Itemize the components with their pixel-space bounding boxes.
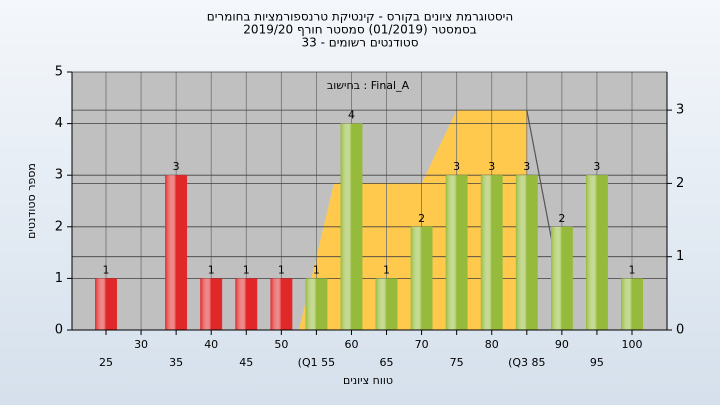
value-label: 3: [173, 160, 180, 173]
bar: [621, 278, 643, 330]
y-tick-label: 2: [55, 219, 63, 234]
value-label: 1: [278, 263, 285, 276]
x-tick-label: 25: [99, 356, 113, 369]
y2-tick-label: 0: [676, 323, 684, 338]
bar: [515, 175, 538, 330]
value-label: 1: [629, 263, 636, 276]
bar: [200, 278, 223, 330]
x-tick-label: 95: [590, 356, 604, 369]
x-tick-label: 35: [169, 356, 183, 369]
x-tick-label: 75: [450, 356, 464, 369]
value-label: 3: [488, 160, 495, 173]
bar: [270, 278, 293, 330]
value-label: 3: [453, 160, 460, 173]
bar: [375, 278, 398, 330]
y2-tick-label: 3: [676, 103, 684, 118]
bar: [480, 175, 503, 330]
y-tick-label: 4: [55, 116, 63, 131]
value-label: 1: [208, 263, 215, 276]
value-label: 3: [523, 160, 530, 173]
x-tick-label: (Q1 55: [298, 356, 335, 369]
y-tick-label: 5: [55, 65, 63, 80]
bar: [340, 123, 363, 330]
x-tick-label: 30: [134, 338, 148, 351]
chart-subtitle: סטודנטים רשומים - 33: [301, 36, 418, 50]
chart-title: היסטוגרמת ציונים בקורס - קינטיקת טרנספור…: [207, 10, 513, 24]
annotation: Final_A : בחישוב: [327, 79, 410, 92]
bar: [235, 278, 258, 330]
y-tick-label: 3: [55, 168, 63, 183]
y2-tick-label: 2: [676, 176, 684, 191]
y-tick-label: 1: [55, 271, 63, 286]
value-label: 1: [383, 263, 390, 276]
value-label: 3: [593, 160, 600, 173]
bar: [165, 175, 188, 330]
value-label: 1: [313, 263, 320, 276]
bar: [305, 278, 328, 330]
bar: [95, 278, 117, 330]
chart-subtitle: בסמסטר (01/2019) סמסטר חורף 2019/20: [243, 23, 476, 37]
value-label: 1: [103, 263, 110, 276]
x-tick-label: 45: [239, 356, 253, 369]
x-axis-label: טווח ציונים: [343, 374, 393, 387]
x-tick-label: 100: [622, 338, 643, 351]
x-tick-label: 65: [380, 356, 394, 369]
y2-tick-label: 1: [676, 249, 684, 264]
x-tick-label: 40: [204, 338, 218, 351]
x-tick-label: 90: [555, 338, 569, 351]
bar: [586, 175, 608, 330]
y-tick-label: 0: [55, 323, 63, 338]
bar: [445, 175, 468, 330]
x-tick-label: 50: [274, 338, 288, 351]
line: [526, 110, 556, 257]
bar: [410, 226, 433, 330]
x-tick-label: 60: [344, 338, 358, 351]
x-tick-label: 70: [415, 338, 429, 351]
x-tick-label: (Q3 85: [508, 356, 545, 369]
value-label: 2: [418, 212, 425, 225]
value-label: 2: [558, 212, 565, 225]
value-label: 1: [243, 263, 250, 276]
y-axis-label: מספר סטודנטים: [25, 163, 38, 239]
bar: [550, 226, 573, 330]
value-label: 4: [348, 109, 355, 122]
x-tick-label: 80: [485, 338, 499, 351]
